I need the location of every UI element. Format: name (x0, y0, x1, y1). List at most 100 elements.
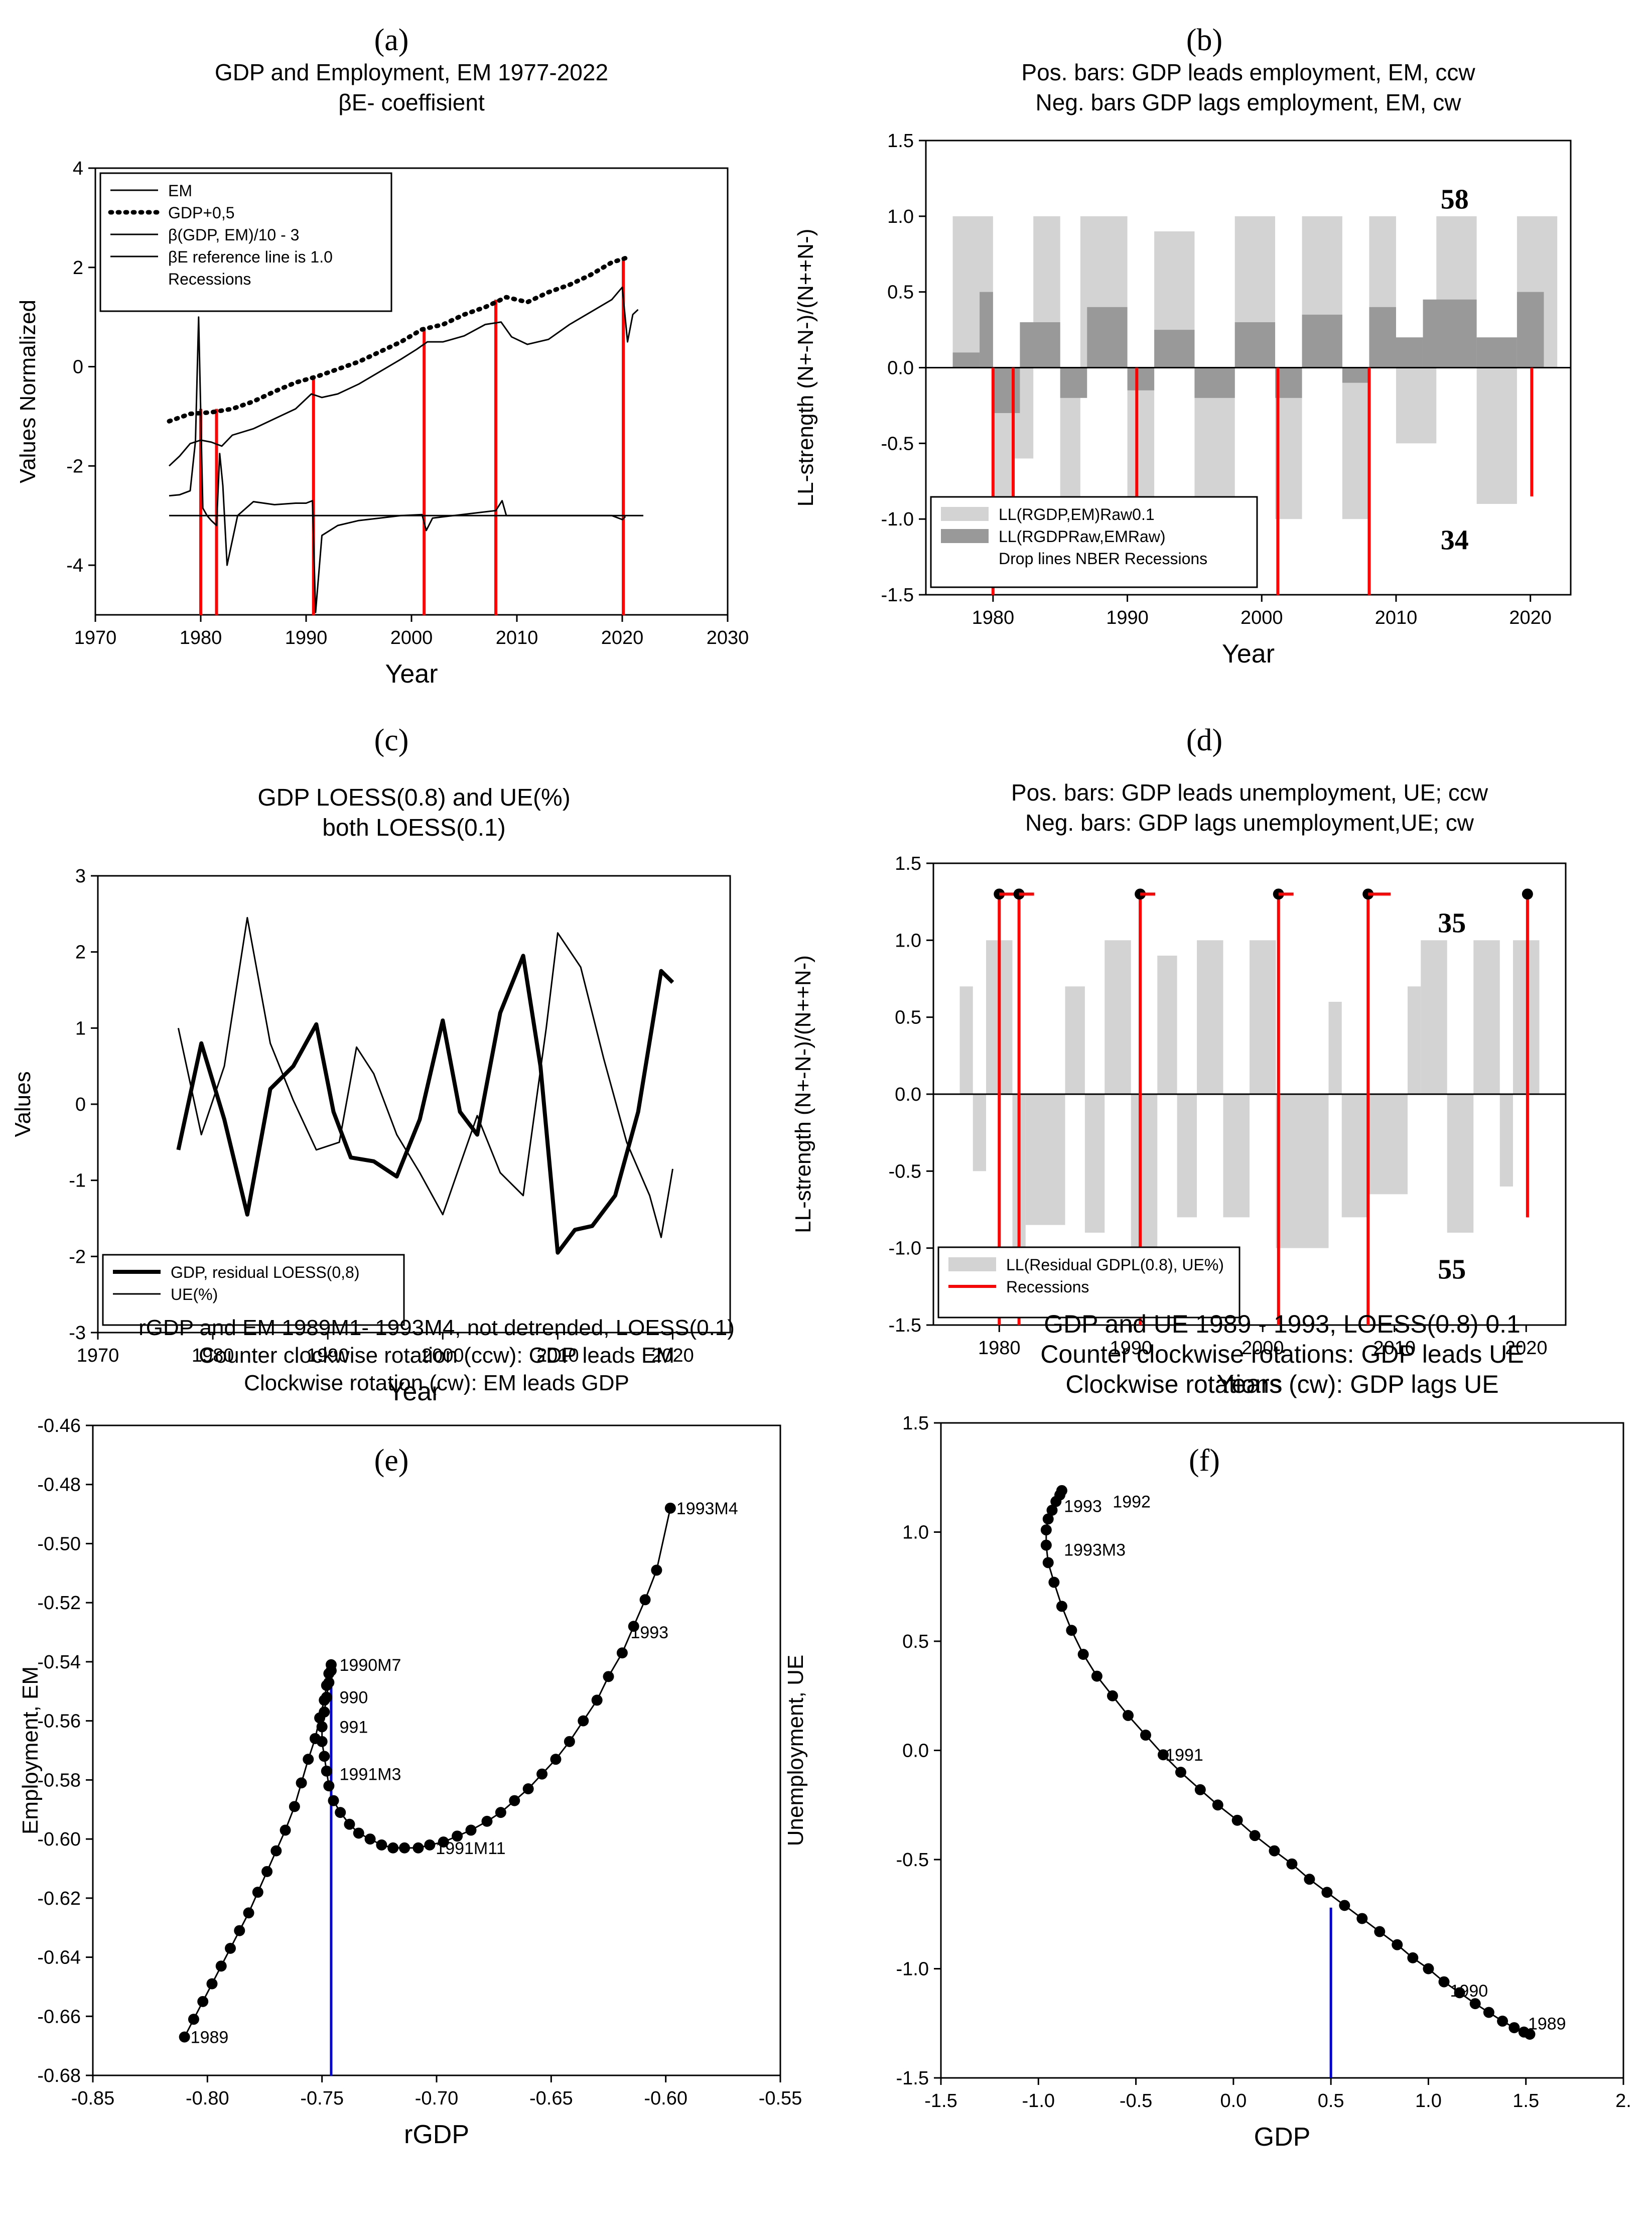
y-tick-label: 0 (75, 1094, 86, 1115)
y-tick-label: 0.0 (887, 358, 914, 379)
legend-entry: GDP, residual LOESS(0,8) (171, 1263, 359, 1281)
point-label: 1991M11 (436, 1839, 505, 1858)
series-line (176, 954, 674, 1255)
panel-d: (d) Pos. bars: GDP leads unemployment, UE… (791, 723, 1567, 1399)
y-tick-label: 1.0 (902, 1522, 929, 1543)
y-axis-label: LL-strength (N+-N-)/(N++N-) (793, 229, 818, 507)
panel-letter: (c) (374, 723, 409, 757)
y-tick-label: -1.0 (881, 509, 914, 530)
data-point (1123, 1709, 1134, 1721)
data-point (481, 1815, 493, 1827)
y-axis-label: Employment, EM (18, 1666, 43, 1834)
data-point (1304, 1874, 1315, 1885)
y-tick-label: -1.5 (881, 585, 914, 606)
data-point (1518, 2026, 1530, 2038)
data-point (280, 1824, 291, 1836)
point-label: 1991M3 (340, 1765, 401, 1784)
light-bar (1341, 1094, 1368, 1218)
y-tick-label: 1.5 (887, 130, 914, 152)
y-tick-label: -2 (69, 1246, 86, 1267)
data-point (628, 1621, 639, 1632)
y-axis-label: Values Normalized (16, 300, 40, 483)
data-point (197, 1996, 209, 2007)
light-bar (1131, 1094, 1158, 1248)
data-point (1056, 1485, 1067, 1496)
light-bar (1342, 367, 1369, 519)
y-tick-label: -0.46 (37, 1415, 81, 1436)
chart-title: both LOESS(0.1) (322, 815, 506, 841)
x-axis-label: Year (387, 1377, 440, 1406)
data-point (536, 1768, 548, 1780)
data-point (1066, 1625, 1077, 1636)
trajectory-line (1045, 1490, 1531, 2035)
y-tick-label: -0.68 (37, 2065, 81, 2086)
data-point (364, 1833, 376, 1845)
x-tick-label: -0.55 (759, 2088, 802, 2109)
chart-title: GDP and Employment, EM 1977-2022 (215, 59, 608, 85)
dark-bar (993, 367, 1020, 413)
dark-bar (1060, 367, 1087, 398)
x-tick-label: 0.5 (1318, 2090, 1344, 2112)
data-point (252, 1887, 263, 1898)
x-tick-label: 2020 (1509, 607, 1552, 628)
light-bar (1328, 1002, 1342, 1094)
light-bar (1197, 940, 1223, 1094)
point-label: 1989 (191, 2028, 229, 2047)
point-label: 1993 (630, 1623, 668, 1642)
y-tick-label: 1.0 (895, 930, 921, 951)
legend-swatch (941, 507, 989, 521)
data-point (296, 1777, 307, 1789)
data-point (1107, 1690, 1118, 1701)
x-tick-label: 0.0 (1220, 2090, 1247, 2112)
y-tick-label: -3 (69, 1323, 86, 1344)
legend-entry: Recessions (1006, 1278, 1089, 1296)
chart-title: Counter clockwise rotations: GDP leads U… (1040, 1340, 1524, 1368)
x-tick-label: -0.5 (1120, 2090, 1152, 2112)
data-point (1269, 1845, 1280, 1857)
dark-bar (1396, 337, 1423, 368)
legend-swatch (948, 1257, 996, 1271)
x-tick-label: 2000 (422, 1345, 464, 1366)
data-point (550, 1754, 562, 1765)
data-point (387, 1842, 399, 1854)
data-point (1392, 1939, 1403, 1950)
data-point (325, 1665, 337, 1676)
x-tick-label: 1.0 (1415, 2090, 1442, 2112)
chart-title: Neg. bars: GDP lags unemployment,UE; cw (1025, 810, 1474, 836)
y-tick-label: 4 (73, 158, 83, 179)
chart-title: Pos. bars: GDP leads unemployment, UE; c… (1011, 779, 1488, 806)
y-tick-label: 0 (73, 357, 83, 378)
chart-title: GDP and UE 1989 - 1993, LOESS(0.8) 0.1 (1044, 1310, 1521, 1338)
series-line (167, 255, 630, 424)
y-tick-label: -1 (69, 1170, 86, 1192)
dark-bar (1342, 367, 1369, 383)
point-label: 1990 (1450, 1982, 1488, 2001)
data-point (335, 1807, 346, 1818)
data-point (1140, 1730, 1151, 1741)
legend-entry: β(GDP, EM)/10 - 3 (168, 226, 299, 244)
data-point (1469, 1998, 1481, 2010)
legend-entry: βE reference line is 1.0 (168, 248, 333, 266)
x-tick-label: 1990 (1106, 607, 1149, 628)
data-point (412, 1842, 424, 1854)
chart-title: Clockwise rotations (cw): GDP lags UE (1065, 1370, 1498, 1398)
data-point (664, 1502, 676, 1514)
y-axis-label: Unemployment, UE (783, 1655, 808, 1846)
data-point (1157, 1749, 1169, 1761)
data-point (1407, 1952, 1419, 1963)
data-point (1356, 1913, 1368, 1924)
data-point (1483, 2007, 1494, 2018)
y-tick-label: 0.5 (895, 1007, 921, 1028)
point-label: 1991 (1165, 1746, 1203, 1765)
dark-bar (1194, 367, 1235, 398)
y-tick-label: 1.0 (887, 206, 914, 227)
dark-bar (952, 352, 980, 368)
y-tick-label: -0.64 (37, 1947, 81, 1968)
y-tick-label: 2 (73, 257, 83, 279)
light-bar (1084, 1094, 1105, 1233)
dark-bar (1020, 322, 1060, 368)
data-point (1056, 1601, 1067, 1612)
data-point (344, 1818, 355, 1830)
y-tick-label: -0.5 (896, 1850, 929, 1871)
